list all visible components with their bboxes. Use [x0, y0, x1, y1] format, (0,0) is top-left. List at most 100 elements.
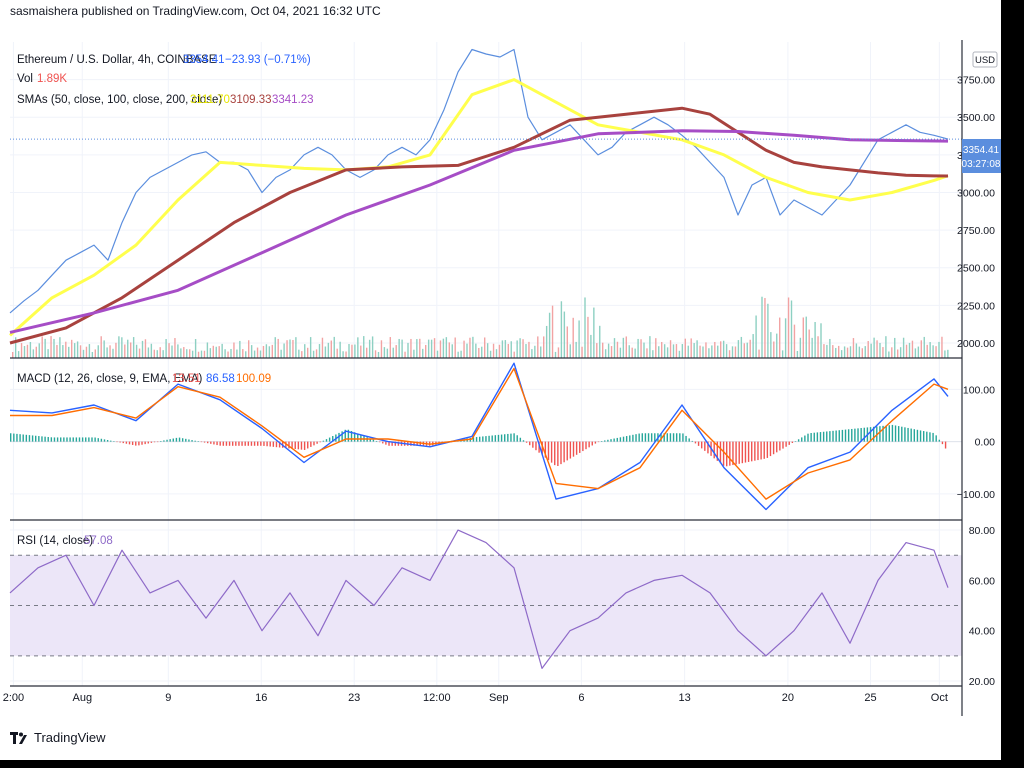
volume-bar: [849, 346, 852, 358]
volume-bar: [737, 340, 740, 358]
volume-bar: [575, 341, 577, 358]
volume-bar: [902, 337, 905, 358]
macd-histogram-bar: [860, 428, 862, 442]
volume-bar: [53, 338, 55, 358]
series-line-sma-100: [9, 106, 949, 345]
volume-bar: [658, 346, 660, 358]
vol-value: 1.89K: [37, 73, 67, 85]
macd-histogram-bar: [88, 437, 90, 442]
macd-histogram-bar: [35, 435, 37, 442]
macd-histogram-bar: [475, 437, 478, 442]
time-axis[interactable]: 2:00 Aug 9 16 23 12:00 Sep 6 13 20 25 Oct: [3, 692, 948, 704]
macd-histogram-bar: [879, 426, 881, 442]
macd-histogram-bar: [663, 433, 665, 442]
symbol-legend[interactable]: Ethereum / U.S. Dollar, 4h, COINBASE: [17, 54, 217, 66]
volume-bar: [560, 301, 563, 358]
macd-histogram-bar: [44, 436, 46, 442]
macd-histogram-bar: [357, 433, 359, 442]
volume-bar: [693, 343, 695, 358]
volume-bar: [652, 350, 654, 358]
vol-legend[interactable]: Vol: [17, 73, 33, 85]
volume-bar: [489, 350, 492, 358]
volume-bar: [97, 345, 99, 358]
volume-bar: [286, 340, 288, 358]
macd-histogram-bar: [19, 434, 21, 442]
volume-bar: [115, 342, 117, 358]
macd-histogram-bar: [206, 441, 209, 444]
volume-bar: [510, 341, 512, 358]
macd-histogram-bar: [838, 430, 840, 442]
sma200-value: 3341.23: [272, 94, 314, 106]
macd-histogram-bar: [713, 441, 715, 459]
volume-bar: [690, 338, 692, 358]
macd-histogram-bar: [857, 428, 859, 442]
volume-bar: [215, 346, 217, 358]
tradingview-brand[interactable]: TradingView: [10, 730, 106, 745]
macd-histogram-bar: [629, 435, 631, 442]
last-price: 3354.41: [183, 54, 225, 66]
macd-histogram-bar: [181, 438, 184, 442]
volume-bar: [793, 324, 796, 358]
volume-bar: [838, 345, 840, 358]
volume-bar: [422, 348, 424, 358]
volume-bar: [324, 346, 327, 358]
volume-bar: [646, 348, 648, 358]
volume-bar: [814, 321, 816, 358]
macd-histogram-bar: [482, 436, 484, 442]
volume-bar: [714, 341, 716, 358]
macd-histogram-bar: [260, 441, 262, 446]
macd-histogram-bar: [138, 441, 140, 446]
volume-bar: [430, 339, 433, 358]
macd-histogram-bar: [375, 440, 378, 442]
sma50-value: 3111.70: [190, 94, 230, 106]
macd-histogram-bar: [394, 441, 396, 446]
volume-bar: [427, 339, 430, 358]
macd-histogram-bar: [847, 429, 850, 442]
rsi-legend[interactable]: RSI (14, close): [17, 535, 93, 547]
macd-histogram-bar: [832, 430, 834, 442]
sma-legend[interactable]: SMAs (50, close, 100, close, 200, close): [17, 94, 222, 106]
volume-bar: [728, 350, 731, 358]
macd-histogram-bar: [360, 434, 362, 442]
volume-bar: [177, 344, 179, 358]
macd-histogram-bar: [901, 426, 903, 442]
macd-histogram-bar: [666, 433, 668, 442]
macd-histogram-bar: [222, 441, 225, 446]
volume-bar: [29, 341, 32, 358]
volume-bar: [283, 343, 285, 358]
macd-histogram-bar: [610, 439, 612, 442]
volume-bar: [150, 343, 153, 358]
volume-bar: [634, 348, 636, 358]
volume-bar: [342, 351, 344, 358]
macd-histogram-bar: [719, 441, 722, 464]
volume-bar: [820, 323, 822, 358]
macd-histogram-bar: [788, 441, 790, 445]
volume-bar: [911, 340, 914, 358]
volume-bar: [908, 342, 911, 358]
volume-bar: [91, 351, 94, 358]
macd-histogram-bar: [797, 439, 800, 442]
macd-histogram-bar: [757, 441, 759, 461]
macd-histogram-bar: [97, 438, 99, 442]
volume-bar: [540, 346, 542, 358]
volume-bar: [26, 344, 29, 358]
currency-badge[interactable]: [972, 51, 998, 68]
volume-bar: [73, 343, 76, 358]
macd-histogram-bar: [547, 441, 550, 461]
volume-bar: [891, 347, 893, 358]
macd-histogram-bar: [604, 440, 606, 442]
volume-bar: [764, 298, 766, 358]
volume-bar: [699, 345, 701, 358]
chart-canvas[interactable]: sasmaishera published on TradingView.com…: [0, 0, 1001, 760]
macd-legend[interactable]: MACD (12, 26, close, 9, EMA, EMA): [17, 373, 203, 385]
macd-histogram-bar: [69, 437, 71, 442]
volume-bar: [484, 337, 486, 358]
volume-bar: [62, 345, 64, 358]
volume-bar: [876, 340, 878, 358]
volume-bar: [799, 337, 802, 358]
volume-bar: [189, 349, 191, 358]
volume-bar: [14, 337, 17, 358]
volume-bar: [59, 337, 61, 358]
macd-histogram-bar: [932, 432, 934, 442]
macd-histogram-bar: [801, 437, 803, 442]
